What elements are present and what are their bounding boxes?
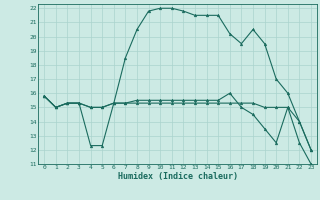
X-axis label: Humidex (Indice chaleur): Humidex (Indice chaleur) [118,172,238,181]
